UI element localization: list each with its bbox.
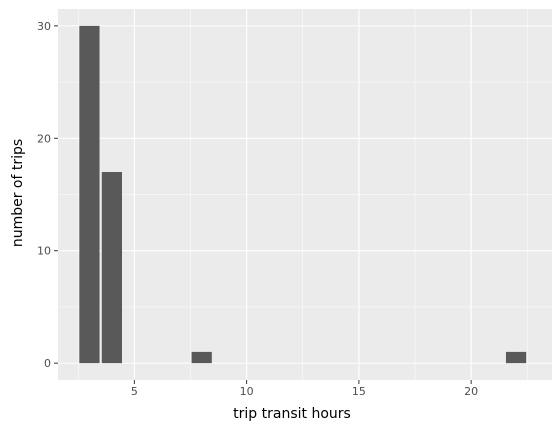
y-tick-label: 20	[37, 132, 51, 145]
minor-gridlines	[58, 9, 552, 380]
y-axis-title: number of trips	[10, 139, 26, 247]
axis-ticks: 5 10 15 20 0 10 20 30	[37, 20, 478, 398]
y-tick-label: 0	[44, 357, 51, 370]
bar	[101, 172, 122, 364]
bars	[79, 25, 527, 364]
x-tick-label: 15	[352, 385, 366, 398]
x-tick-label: 5	[131, 385, 138, 398]
x-axis-title: trip transit hours	[233, 406, 351, 422]
x-tick-label: 10	[240, 385, 254, 398]
y-tick-label: 30	[37, 20, 51, 33]
y-tick-label: 10	[37, 245, 51, 258]
bar	[191, 351, 212, 364]
bar	[505, 351, 527, 364]
bar	[79, 25, 100, 364]
x-tick-label: 20	[464, 385, 478, 398]
major-gridlines	[58, 9, 552, 380]
